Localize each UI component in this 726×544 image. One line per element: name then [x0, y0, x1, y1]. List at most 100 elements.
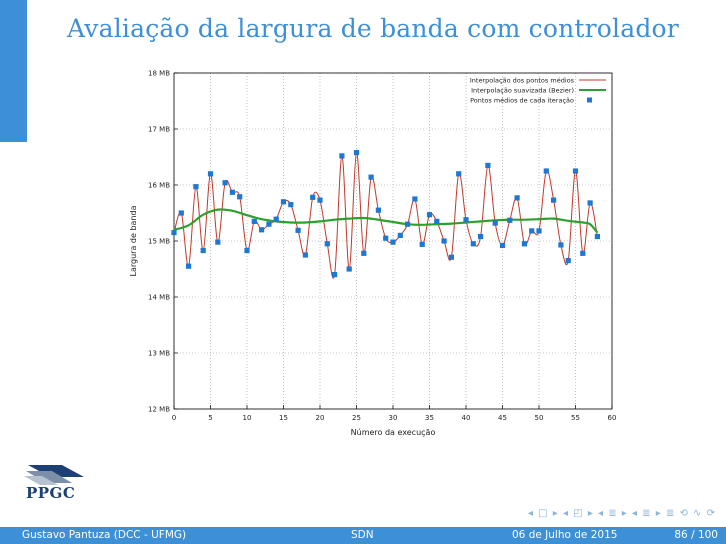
- data-point: [390, 239, 396, 245]
- ppgc-logo: [24, 465, 84, 485]
- data-point: [543, 168, 549, 174]
- data-point: [492, 220, 498, 226]
- y-tick-label: 14 MB: [148, 294, 170, 302]
- x-tick-label: 50: [535, 414, 544, 422]
- data-point: [186, 263, 192, 269]
- x-tick-label: 10: [243, 414, 252, 422]
- data-point: [353, 149, 360, 156]
- data-point: [594, 233, 600, 240]
- data-point: [536, 228, 542, 234]
- data-point: [507, 217, 513, 223]
- data-point: [237, 194, 243, 200]
- data-point: [463, 217, 469, 223]
- footer-page-number: 86 / 100: [674, 529, 718, 541]
- data-point: [448, 254, 454, 260]
- data-point: [434, 218, 440, 224]
- slide-accent-bar: [0, 0, 27, 142]
- y-tick-label: 16 MB: [148, 182, 170, 190]
- data-point: [383, 235, 389, 241]
- data-point: [207, 171, 214, 177]
- data-point: [368, 174, 374, 180]
- data-point: [295, 227, 301, 233]
- chart-ticks: 0 5 10 15 20 25 30 35 40 45 50 55 60 12 MB 13 MB 14 MB 1…: [148, 70, 616, 423]
- data-point: [572, 168, 579, 174]
- data-point: [229, 189, 235, 195]
- y-tick-label: 17 MB: [148, 126, 170, 134]
- data-point: [470, 241, 476, 247]
- chart-series: [171, 149, 600, 279]
- legend-label: Pontos médios de cada iteração: [470, 97, 574, 105]
- x-tick-label: 15: [279, 414, 288, 422]
- data-point: [317, 197, 323, 203]
- data-point: [565, 258, 571, 264]
- bandwidth-chart: 0 5 10 15 20 25 30 35 40 45 50 55 60 12 MB 13 MB 14 MB 1…: [129, 70, 616, 438]
- data-point: [456, 171, 462, 177]
- data-point: [332, 272, 338, 278]
- data-point: [339, 153, 345, 159]
- slide-title: Avaliação da largura de banda com contro…: [67, 14, 679, 43]
- legend-swatch: [587, 97, 592, 103]
- data-point: [171, 230, 177, 236]
- x-tick-label: 45: [498, 414, 507, 422]
- x-tick-label: 5: [208, 414, 212, 422]
- data-point: [426, 212, 433, 218]
- data-point: [310, 194, 316, 200]
- data-point: [478, 233, 484, 240]
- data-point: [587, 200, 593, 206]
- slide-footer: Gustavo Pantuza (DCC - UFMG) SDN 06 de J…: [0, 527, 726, 544]
- ppgc-logo-text: PPGC: [26, 484, 76, 502]
- data-point: [251, 218, 257, 224]
- data-point: [485, 162, 491, 168]
- legend-label: Interpolação dos pontos médios: [470, 77, 575, 85]
- data-point: [193, 184, 199, 190]
- footer-short-title[interactable]: SDN: [351, 529, 374, 541]
- footer-date: 06 de Julho de 2015: [512, 529, 618, 541]
- data-point: [419, 241, 425, 247]
- data-point: [346, 266, 352, 272]
- series-line-0: [173, 151, 598, 279]
- y-tick-label: 13 MB: [148, 350, 170, 358]
- x-tick-label: 25: [352, 414, 361, 422]
- data-point: [521, 241, 527, 247]
- data-point: [361, 250, 367, 256]
- data-point: [499, 242, 506, 249]
- x-tick-label: 60: [608, 414, 617, 422]
- footer-author: Gustavo Pantuza (DCC - UFMG): [22, 529, 187, 541]
- data-point: [397, 232, 403, 238]
- y-tick-label: 15 MB: [148, 238, 170, 246]
- data-point: [514, 195, 520, 201]
- data-point: [375, 207, 381, 213]
- data-point: [412, 196, 418, 202]
- data-point: [529, 228, 535, 234]
- x-tick-label: 40: [462, 414, 471, 422]
- data-point: [222, 180, 228, 186]
- x-tick-label: 0: [172, 414, 176, 422]
- beamer-navigation-symbols[interactable]: ◂ □ ▸ ◂ ◰ ▸ ◂ ≣ ▸ ◂ ≣ ▸ ≣ ⟲ ∿ ⟳: [527, 508, 716, 519]
- data-point: [215, 239, 221, 245]
- y-axis-label: Largura de banda: [129, 205, 138, 276]
- x-tick-label: 35: [425, 414, 434, 422]
- data-point: [178, 210, 184, 216]
- data-point: [288, 202, 294, 208]
- data-point: [302, 252, 308, 258]
- data-point: [405, 221, 411, 227]
- data-point: [280, 199, 287, 205]
- data-point: [259, 227, 265, 233]
- data-point: [551, 197, 557, 203]
- x-axis-label: Número da execução: [351, 428, 436, 437]
- data-point: [273, 216, 279, 222]
- data-point: [266, 221, 272, 227]
- data-point: [324, 241, 330, 247]
- data-point: [580, 250, 586, 256]
- data-point: [558, 242, 564, 248]
- series-line-1: [173, 208, 599, 234]
- chart-legend: Interpolação dos pontos médios Interpolaç…: [470, 77, 606, 105]
- x-tick-label: 20: [316, 414, 325, 422]
- x-tick-label: 30: [389, 414, 398, 422]
- data-point: [244, 247, 250, 254]
- data-point: [200, 247, 206, 254]
- legend-label: Interpolação suavizada (Bezier): [471, 87, 574, 95]
- y-tick-label: 12 MB: [148, 406, 170, 414]
- data-point: [441, 238, 447, 244]
- x-tick-label: 55: [571, 414, 580, 422]
